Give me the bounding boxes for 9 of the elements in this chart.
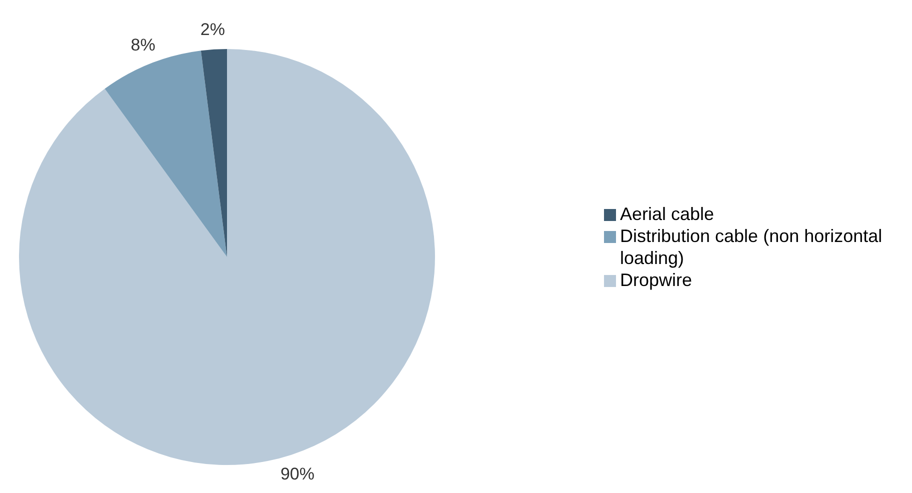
pie-slice xyxy=(19,49,435,465)
data-label: 2% xyxy=(200,20,225,39)
data-label: 8% xyxy=(130,36,156,55)
pie-slice xyxy=(200,49,227,257)
data-label: 90% xyxy=(280,464,314,484)
pie-slice xyxy=(104,50,227,257)
legend-label: Aerial cable xyxy=(620,202,716,224)
legend-label: Distribution cable (non horizontal loading) xyxy=(620,224,884,268)
legend-label: Dropwire xyxy=(620,268,694,290)
